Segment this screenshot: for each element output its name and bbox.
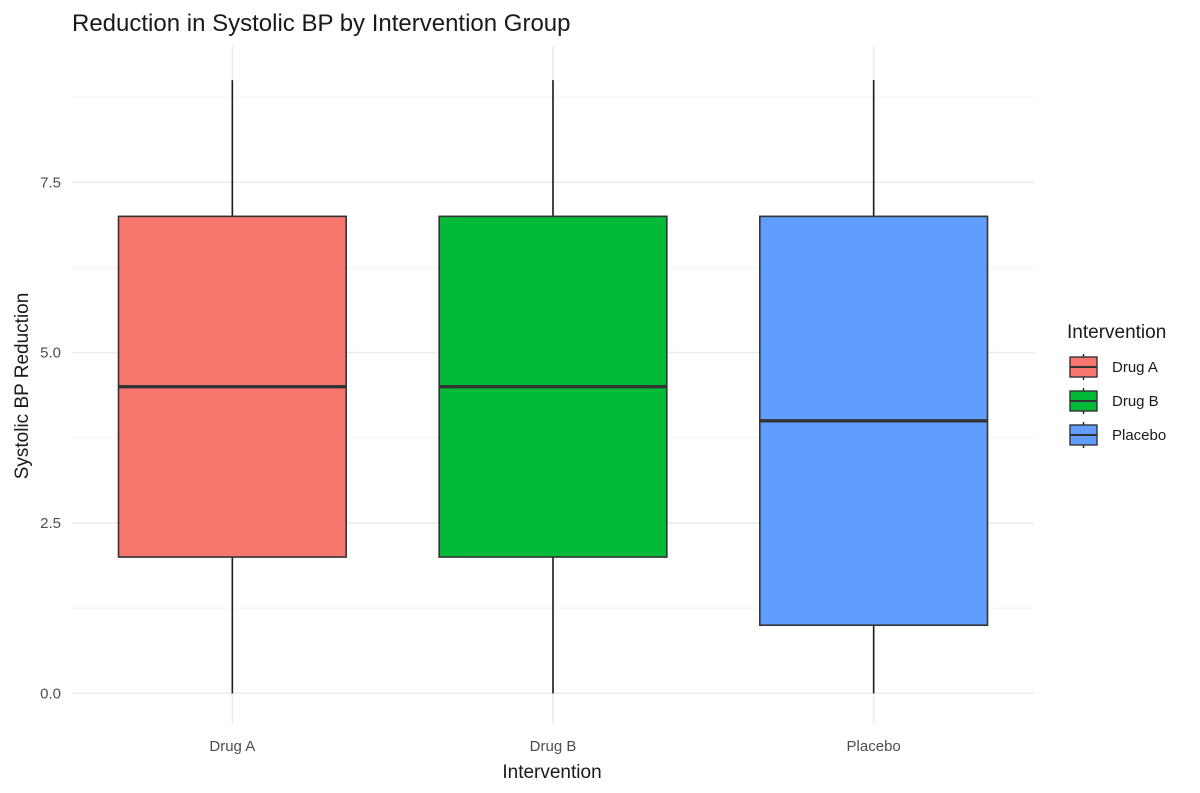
legend-item: Drug B [1069, 388, 1159, 414]
x-tick-label: Drug A [209, 738, 255, 755]
box-drug-b [438, 80, 668, 694]
legend-title: Intervention [1067, 322, 1166, 343]
legend: Intervention Drug A Drug B Placebo [1067, 322, 1166, 448]
box-placebo [759, 80, 989, 694]
legend-label: Placebo [1112, 427, 1166, 444]
x-tick-label: Drug B [530, 738, 577, 755]
box-drug-a [117, 80, 347, 694]
legend-label: Drug A [1112, 359, 1158, 376]
legend-label: Drug B [1112, 393, 1159, 410]
y-tick-label: 2.5 [40, 515, 61, 532]
legend-item: Drug A [1069, 354, 1158, 380]
y-tick-label: 7.5 [40, 174, 61, 191]
y-tick-label: 5.0 [40, 345, 61, 362]
y-axis-ticks: 0.0 2.5 5.0 7.5 [40, 174, 61, 702]
x-axis-title: Intervention [502, 762, 601, 783]
chart-title: Reduction in Systolic BP by Intervention… [72, 10, 571, 37]
legend-item: Placebo [1069, 422, 1166, 448]
x-tick-label: Placebo [847, 738, 901, 755]
y-tick-label: 0.0 [40, 685, 61, 702]
boxes [117, 80, 989, 694]
y-axis-title: Systolic BP Reduction [12, 293, 33, 480]
x-axis-ticks: Drug A Drug B Placebo [209, 738, 900, 755]
